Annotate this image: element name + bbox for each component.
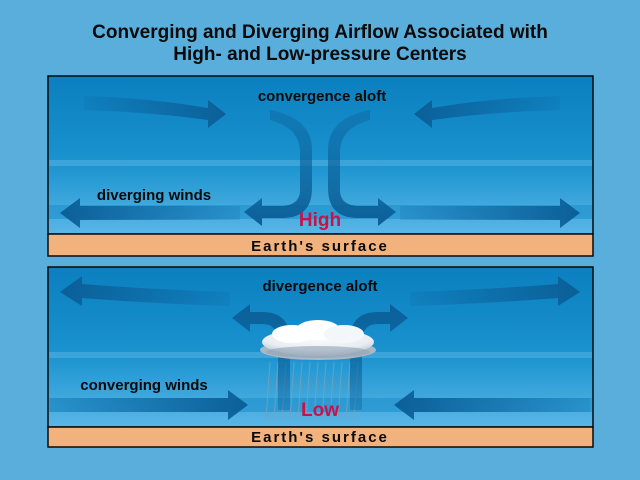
low-center-label: Low: [301, 400, 339, 421]
low-surface-label: Earth's surface: [251, 429, 389, 446]
diagram-title: Converging and Diverging Airflow Associa…: [0, 22, 640, 66]
high-earth-surface: [47, 233, 594, 257]
high-surface-wind-label: diverging winds: [97, 187, 211, 204]
high-descending-right-arrow: [328, 110, 396, 226]
low-earth-surface: [47, 426, 594, 448]
high-descending-left-arrow: [244, 110, 312, 226]
high-surface-right-arrow: [400, 198, 580, 228]
high-sky-band: [49, 160, 592, 166]
low-aloft-right-arrow: [410, 276, 580, 306]
high-pressure-panel: convergence aloft diverging winds High E…: [47, 75, 594, 257]
high-surface-label: Earth's surface: [251, 238, 389, 255]
cloud-icon: [260, 320, 376, 360]
low-surface-left-arrow: [50, 390, 248, 420]
title-line-2: High- and Low-pressure Centers: [173, 44, 467, 65]
high-center-label: High: [299, 210, 341, 231]
low-pressure-panel: divergence aloft converging winds Low Ea…: [47, 266, 594, 448]
high-aloft-label: convergence aloft: [258, 88, 386, 105]
title-line-1: Converging and Diverging Airflow Associa…: [92, 22, 548, 43]
low-surface-wind-label: converging winds: [80, 377, 208, 394]
low-surface-right-arrow: [394, 390, 590, 420]
low-aloft-left-arrow: [60, 276, 230, 306]
rain-streaks: [265, 361, 359, 421]
high-aloft-left-arrow: [84, 96, 226, 128]
low-aloft-label: divergence aloft: [262, 278, 377, 295]
high-surface-left-arrow: [60, 198, 240, 228]
low-rising-right-arrow: [350, 304, 408, 410]
high-aloft-right-arrow: [414, 96, 560, 128]
